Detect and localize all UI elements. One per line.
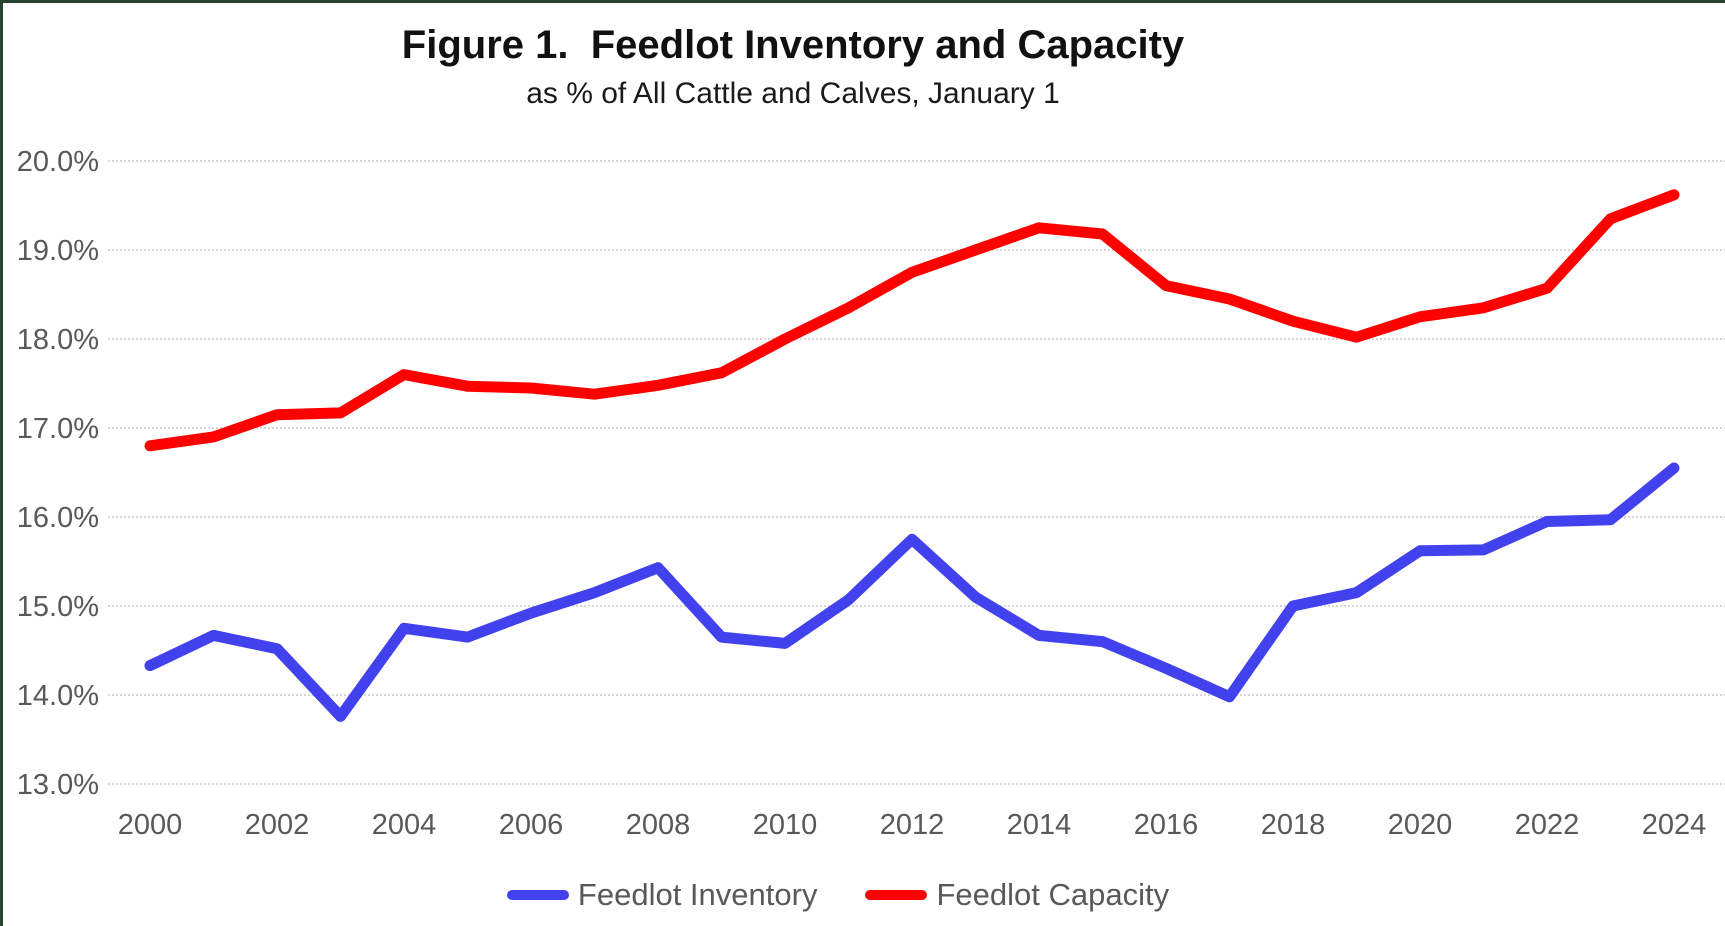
legend-label-capacity: Feedlot Capacity <box>936 877 1170 912</box>
x-axis-tick-label: 2018 <box>1261 809 1326 841</box>
x-axis-tick-label: 2010 <box>753 809 818 841</box>
y-axis-tick-label: 17.0% <box>17 413 99 445</box>
x-axis-tick-label: 2012 <box>880 809 945 841</box>
y-axis-tick-label: 19.0% <box>17 235 99 267</box>
x-axis-tick-label: 2002 <box>245 809 310 841</box>
y-axis-tick-label: 18.0% <box>17 324 99 356</box>
capacity-line <box>144 189 1680 452</box>
legend-label-inventory: Feedlot Inventory <box>577 877 818 912</box>
y-axis-tick-label: 14.0% <box>17 680 99 712</box>
x-axis-tick-label: 2016 <box>1134 809 1199 841</box>
capacity-line-swatch-icon <box>865 890 928 900</box>
x-axis-tick-label: 2000 <box>118 809 183 841</box>
inventory-line-swatch-icon <box>506 890 569 900</box>
inventory-line <box>144 462 1680 722</box>
x-axis-tick-label: 2024 <box>1642 809 1707 841</box>
legend-item-capacity: Feedlot Capacity <box>865 877 1169 913</box>
chart-legend: Feedlot Inventory Feedlot Capacity <box>3 877 1673 913</box>
x-axis-tick-label: 2008 <box>626 809 691 841</box>
x-axis-tick-label: 2014 <box>1007 809 1072 841</box>
plot-svg: 20.0% 19.0% 18.0% 17.0% 16.0% 15.0% 14.0% 13.0%… <box>17 146 1725 841</box>
y-axis-tick-label: 13.0% <box>17 769 99 801</box>
x-axis-tick-label: 2006 <box>499 809 564 841</box>
y-axis-tick-label: 20.0% <box>17 146 99 178</box>
legend-item-inventory: Feedlot Inventory <box>506 877 818 913</box>
x-axis-tick-label: 2022 <box>1515 809 1580 841</box>
x-axis-tick-label: 2004 <box>372 809 437 841</box>
x-axis-tick-label: 2020 <box>1388 809 1453 841</box>
y-axis-tick-label: 16.0% <box>17 502 99 534</box>
y-axis-tick-label: 15.0% <box>17 591 99 623</box>
